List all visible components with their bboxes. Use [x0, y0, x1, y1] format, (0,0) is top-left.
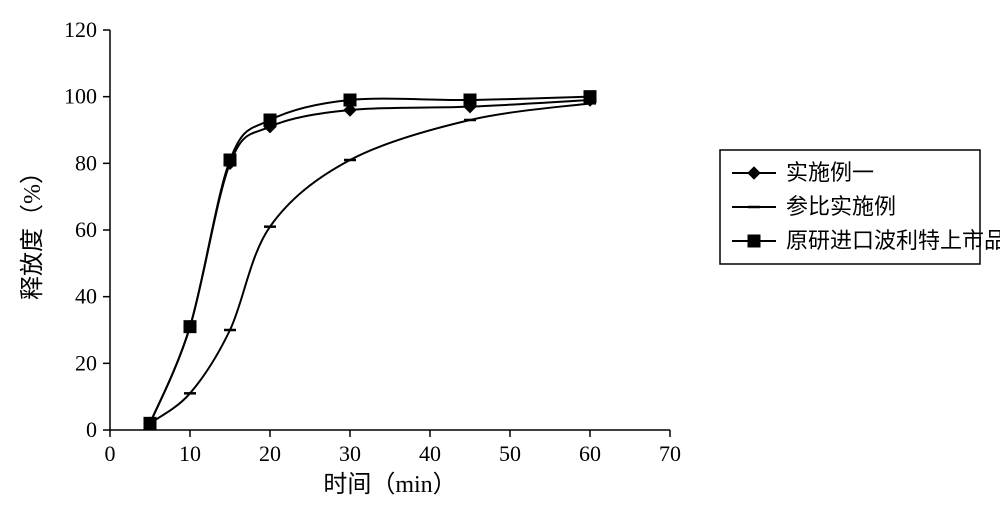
series-line	[150, 103, 590, 423]
y-axis-title: 释放度（%）	[19, 160, 46, 300]
dissolution-chart: 0 10 20 30 40 50 60 70 时间（min） 0 20 40 60 80 100 120 释放度…	[0, 0, 1000, 510]
x-tick-label: 70	[659, 441, 681, 466]
chart-svg: 0 10 20 30 40 50 60 70 时间（min） 0 20 40 60 80 100 120 释放度…	[0, 0, 1000, 510]
y-tick-label: 40	[75, 284, 97, 309]
x-tick-label: 20	[259, 441, 281, 466]
x-tick-label: 10	[179, 441, 201, 466]
y-tick-label: 80	[75, 150, 97, 175]
legend-label: 原研进口波利特上市品	[786, 228, 1000, 253]
legend-label: 实施例一	[786, 160, 874, 185]
legend-label: 参比实施例	[786, 194, 896, 219]
square-marker	[184, 321, 196, 333]
y-tick-label: 20	[75, 350, 97, 375]
x-tick-label: 30	[339, 441, 361, 466]
y-tick-label: 100	[64, 84, 97, 109]
square-marker	[584, 91, 596, 103]
y-tick-label: 60	[75, 217, 97, 242]
diamond-marker	[748, 167, 760, 179]
x-tick-label: 0	[105, 441, 116, 466]
legend: 实施例一参比实施例原研进口波利特上市品	[720, 150, 1000, 264]
square-marker	[144, 417, 156, 429]
series-s2	[144, 103, 596, 423]
square-marker	[748, 235, 760, 247]
x-axis-title: 时间（min）	[323, 471, 456, 498]
y-tick-label: 120	[64, 17, 97, 42]
series-line	[150, 97, 590, 424]
square-marker	[264, 114, 276, 126]
series-s1	[144, 94, 596, 429]
x-tick-label: 40	[419, 441, 441, 466]
x-tick-label: 50	[499, 441, 521, 466]
square-marker	[464, 94, 476, 106]
square-marker	[344, 94, 356, 106]
series-s3	[144, 91, 596, 430]
series-line	[150, 100, 590, 423]
y-tick-label: 0	[86, 417, 97, 442]
square-marker	[224, 154, 236, 166]
x-tick-label: 60	[579, 441, 601, 466]
